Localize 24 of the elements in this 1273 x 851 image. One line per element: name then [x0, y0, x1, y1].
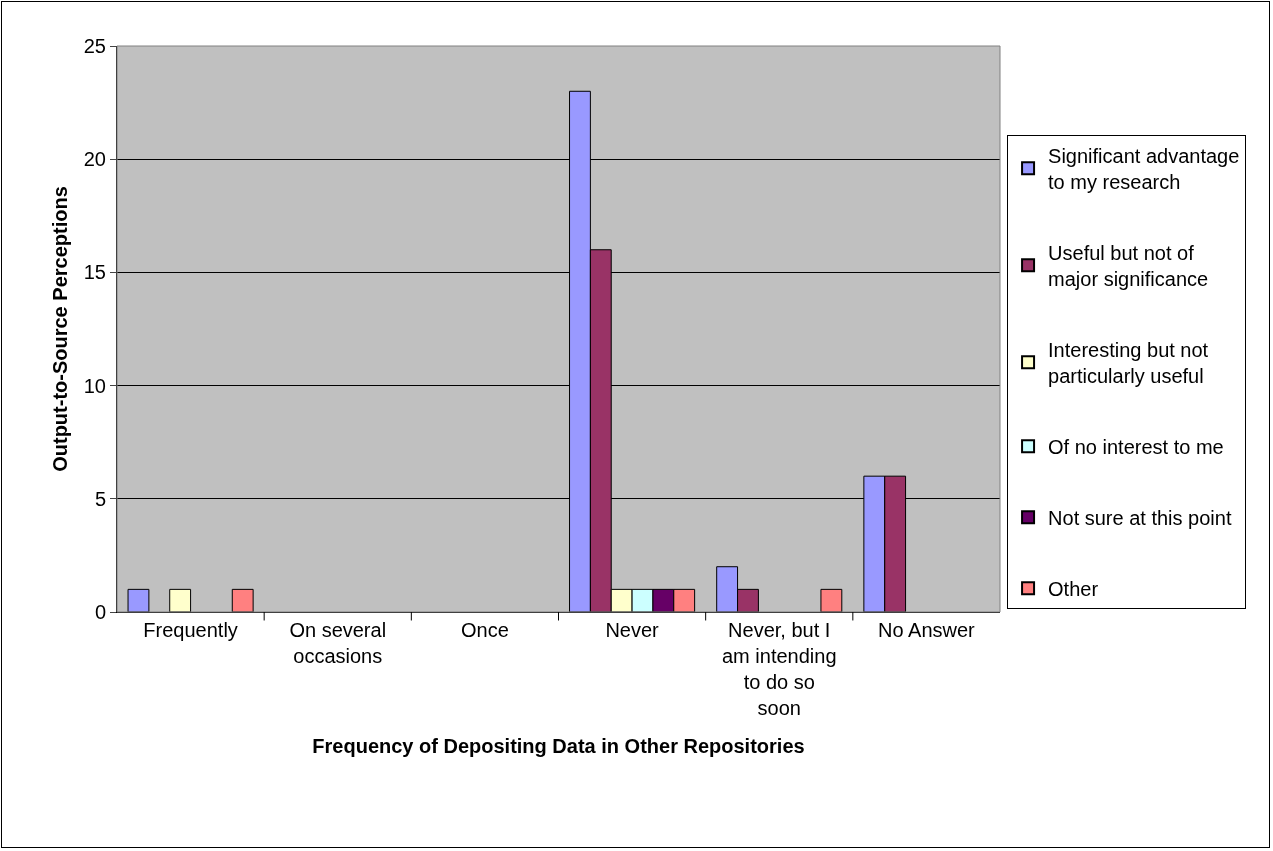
x-tick-label: On several occasions — [289, 619, 387, 667]
legend-label: Useful but not of major significance — [1048, 242, 1209, 291]
legend-label: Other — [1048, 578, 1099, 601]
bar — [231, 588, 254, 612]
y-tick-label: 20 — [83, 148, 106, 171]
x-tick-label: Frequently — [143, 619, 238, 641]
x-axis-title: Frequency of Depositing Data in Other Repositories — [312, 734, 805, 757]
legend-label: Significant advantage to my research — [1048, 145, 1240, 194]
y-axis-title: Output-to-Source Perceptions — [49, 186, 71, 472]
legend-label: Not sure at this point — [1048, 507, 1232, 530]
y-tick-label: 15 — [83, 261, 106, 284]
legend-label: Of no interest to me — [1048, 436, 1224, 459]
y-tick-label: 0 — [94, 601, 106, 623]
bar — [169, 588, 192, 612]
y-tick-label: 25 — [83, 35, 106, 57]
legend-label: Interesting but not particularly useful — [1048, 339, 1209, 388]
x-tick-label: Never — [605, 619, 660, 641]
y-tick-label: 10 — [83, 374, 106, 397]
bar — [820, 588, 843, 612]
y-tick-label: 5 — [94, 487, 106, 510]
bar — [127, 588, 150, 612]
x-tick-label: Once — [461, 619, 509, 641]
x-tick-label: Never, but I am intending to do so soon — [721, 619, 837, 719]
x-tick-label: No Answer — [878, 619, 976, 641]
